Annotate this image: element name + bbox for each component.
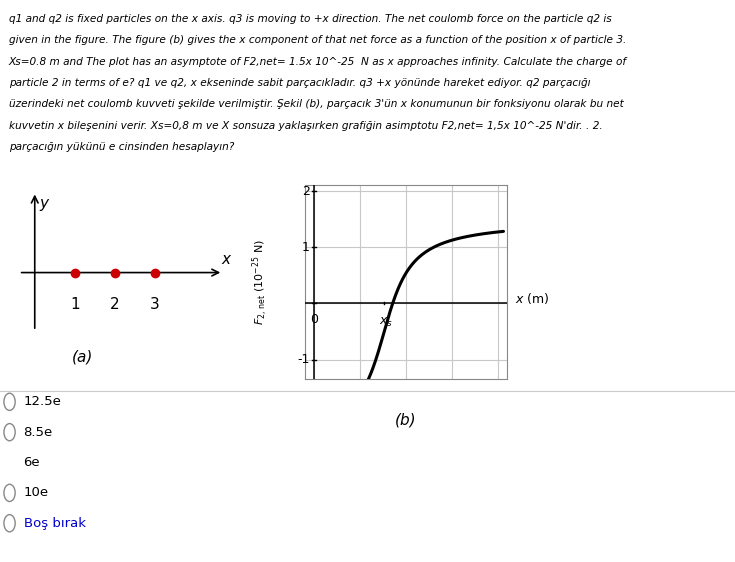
Text: kuvvetin x bileşenini verir. Xs=0,8 m ve X sonsuza yaklaşırken grafiğin asimptot: kuvvetin x bileşenini verir. Xs=0,8 m ve… xyxy=(9,121,603,131)
Text: 8.5e: 8.5e xyxy=(24,425,53,439)
Text: (b): (b) xyxy=(395,413,417,427)
Text: particle 2 in terms of e? q1 ve q2, x ekseninde sabit parçacıkladır. q3 +x yönü: particle 2 in terms of e? q1 ve q2, x ek… xyxy=(9,78,590,88)
Text: 1: 1 xyxy=(70,297,79,312)
Text: 2: 2 xyxy=(302,184,309,198)
Text: y: y xyxy=(40,196,49,211)
Text: $F_{2,\,\mathrm{net}}\ (10^{-25}\ \mathrm{N})$: $F_{2,\,\mathrm{net}}\ (10^{-25}\ \mathr… xyxy=(251,239,270,325)
Text: (a): (a) xyxy=(72,349,93,364)
Text: Xs=0.8 m and The plot has an asymptote of F2,net= 1.5x 10^-25  N as x approaches: Xs=0.8 m and The plot has an asymptote o… xyxy=(9,57,627,67)
Text: 10e: 10e xyxy=(24,486,49,500)
Text: 12.5e: 12.5e xyxy=(24,395,62,409)
Text: 1: 1 xyxy=(302,241,309,254)
Text: 3: 3 xyxy=(150,297,160,312)
Text: $x_s$: $x_s$ xyxy=(379,316,393,329)
Text: q1 and q2 is fixed particles on the x axis. q3 is moving to +x direction. The ne: q1 and q2 is fixed particles on the x ax… xyxy=(9,14,612,24)
Text: 2: 2 xyxy=(110,297,120,312)
Text: parçacığın yükünü e cinsinden hesaplayın?: parçacığın yükünü e cinsinden hesaplayı… xyxy=(9,142,234,152)
Text: $x\ \mathrm{(m)}$: $x\ \mathrm{(m)}$ xyxy=(515,291,550,306)
Text: x: x xyxy=(221,252,230,267)
Text: given in the figure. The figure (b) gives the x component of that net force as a: given in the figure. The figure (b) give… xyxy=(9,35,626,46)
Text: üzerindeki net coulomb kuvveti şekilde verilmiştir. Şekil (b), parçacık 3'ün x : üzerindeki net coulomb kuvveti şekilde v… xyxy=(9,99,623,110)
Text: 0: 0 xyxy=(310,313,318,326)
Text: 6e: 6e xyxy=(24,456,40,469)
Text: Boş bırak: Boş bırak xyxy=(24,516,85,530)
Text: -1: -1 xyxy=(297,353,309,366)
